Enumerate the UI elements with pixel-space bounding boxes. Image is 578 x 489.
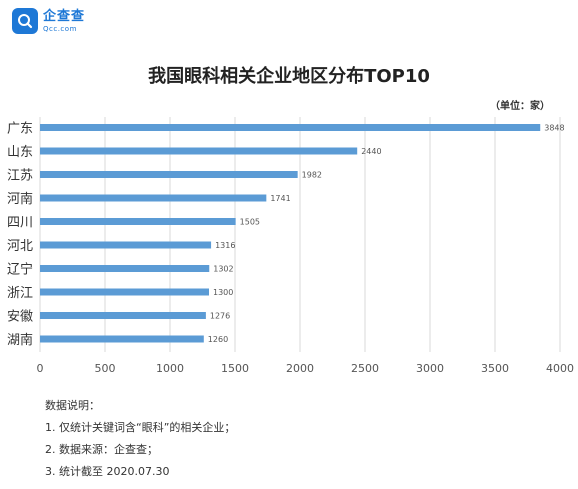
bar: [40, 147, 358, 155]
logo-name: 企查查: [43, 8, 86, 24]
data-label: 1982: [302, 171, 322, 180]
bar: [40, 335, 204, 343]
x-tick-label: 3000: [416, 362, 444, 375]
notes-heading: 数据说明：: [45, 399, 100, 412]
x-tick-label: 500: [95, 362, 116, 375]
data-notes: 数据说明： 1. 仅统计关键词含“眼科”的相关企业； 2. 数据来源：企查查； …: [45, 395, 235, 483]
category-label: 四川: [7, 216, 33, 231]
category-label: 江苏: [7, 168, 33, 184]
bar-chart: 0 500 1000 1500 2000 2500 3000 3500 4000 广东 3848 山东…: [7, 117, 574, 375]
category-label: 河北: [7, 239, 33, 254]
qcc-logo: 企查查 Qcc.com: [12, 8, 85, 34]
category-label: 湖南: [7, 332, 33, 348]
data-label: 1276: [210, 312, 230, 321]
note-item: 2. 数据来源：企查查；: [45, 443, 158, 456]
category-label: 河南: [7, 191, 33, 207]
data-label: 1316: [215, 241, 235, 250]
data-label: 1741: [270, 194, 290, 203]
bar: [40, 218, 236, 225]
data-label: 1260: [208, 335, 228, 344]
bar: [40, 241, 212, 249]
x-tick-label: 2000: [286, 362, 314, 375]
category-label: 浙江: [7, 286, 33, 301]
bar: [40, 288, 209, 296]
chart-title: 我国眼科相关企业地区分布TOP10: [148, 66, 430, 87]
data-label: 1302: [213, 265, 233, 274]
data-label: 1300: [213, 288, 233, 297]
category-label: 山东: [7, 145, 33, 160]
bar: [40, 265, 210, 272]
data-label: 3848: [544, 124, 564, 133]
x-tick-label: 1500: [221, 362, 249, 375]
bar: [40, 171, 298, 178]
data-label: 1505: [240, 218, 260, 227]
qcc-logo-icon: [12, 8, 38, 34]
x-tick-label: 2500: [351, 362, 379, 375]
category-label: 广东: [7, 122, 33, 137]
data-label: 2440: [361, 147, 381, 156]
x-tick-label: 4000: [546, 362, 574, 375]
bar: [40, 194, 267, 202]
x-tick-label: 1000: [156, 362, 184, 375]
bar: [40, 312, 206, 319]
bar: [40, 124, 541, 131]
note-item: 1. 仅统计关键词含“眼科”的相关企业；: [45, 421, 236, 434]
x-tick-label: 3500: [481, 362, 509, 375]
x-tick-label: 0: [37, 362, 44, 375]
category-label: 安徽: [7, 310, 33, 325]
logo-sub: Qcc.com: [43, 24, 77, 33]
note-item: 3. 统计截至 2020.07.30: [45, 465, 170, 478]
category-label: 辽宁: [7, 262, 33, 278]
unit-label: （单位：家）: [490, 101, 550, 112]
